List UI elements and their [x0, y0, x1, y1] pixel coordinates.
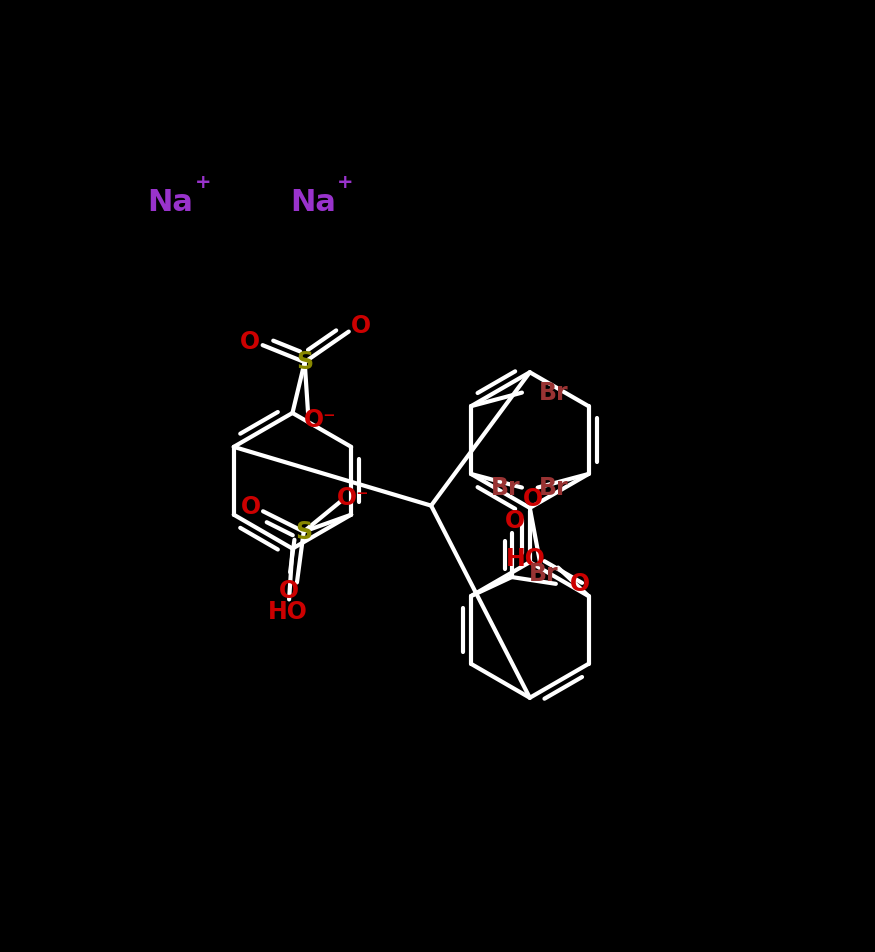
Text: Na: Na: [290, 188, 336, 217]
Text: Br: Br: [528, 563, 558, 586]
Text: O: O: [241, 329, 261, 354]
Text: O: O: [570, 572, 590, 596]
Text: S: S: [296, 350, 313, 374]
Text: O: O: [241, 495, 261, 519]
Text: HO: HO: [268, 600, 308, 624]
Text: Br: Br: [539, 381, 569, 405]
Text: Br: Br: [491, 476, 521, 500]
Text: HO: HO: [506, 547, 546, 571]
Text: O⁻: O⁻: [304, 407, 337, 431]
Text: S: S: [295, 520, 312, 544]
Text: O: O: [523, 487, 543, 511]
Text: +: +: [195, 173, 211, 192]
Text: O: O: [351, 314, 371, 338]
Text: O: O: [505, 508, 525, 533]
Text: Br: Br: [539, 476, 569, 500]
Text: +: +: [337, 173, 354, 192]
Text: O⁻: O⁻: [337, 486, 369, 509]
Text: Na: Na: [148, 188, 193, 217]
Text: O: O: [279, 579, 299, 603]
